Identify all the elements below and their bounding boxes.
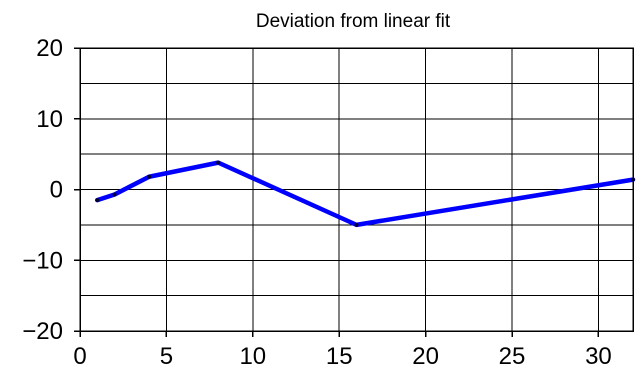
data-point xyxy=(147,174,152,179)
y-tick-label: 0 xyxy=(50,177,63,204)
y-tick-label: 10 xyxy=(36,106,63,133)
chart-title: Deviation from linear fit xyxy=(256,11,451,32)
y-tick-label: −10 xyxy=(22,247,63,274)
series-layer xyxy=(95,160,636,228)
data-point xyxy=(216,160,221,165)
x-tick-label: 5 xyxy=(160,343,173,370)
y-tick-label: −20 xyxy=(22,318,63,345)
x-tick-label: 10 xyxy=(239,343,266,370)
data-point xyxy=(354,222,359,227)
y-axis-tick-labels: −20 −10 0 10 20 xyxy=(22,35,63,345)
axis-ticks xyxy=(74,47,600,337)
y-tick-label: 20 xyxy=(36,35,63,62)
x-tick-label: 20 xyxy=(412,343,439,370)
x-tick-label: 30 xyxy=(585,343,612,370)
grid xyxy=(79,47,634,332)
series-line xyxy=(95,160,636,228)
data-point xyxy=(112,192,117,197)
x-axis-tick-labels: 0 5 10 15 20 25 30 xyxy=(73,343,611,370)
x-tick-label: 15 xyxy=(326,343,353,370)
data-point xyxy=(95,198,100,203)
data-point xyxy=(631,177,635,182)
x-tick-label: 25 xyxy=(499,343,526,370)
x-tick-label: 0 xyxy=(73,343,86,370)
